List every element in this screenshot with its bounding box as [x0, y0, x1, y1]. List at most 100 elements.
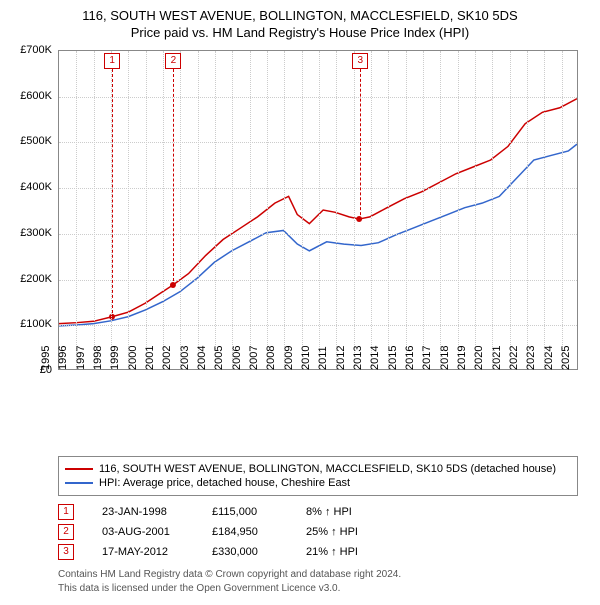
x-tick-label: 2021 — [491, 346, 503, 374]
x-tick-label: 1999 — [109, 346, 121, 374]
x-tick-label: 2014 — [369, 346, 381, 374]
line-series-svg — [59, 51, 577, 369]
sales-date: 23-JAN-1998 — [78, 506, 208, 518]
marker-box: 2 — [165, 53, 181, 69]
gridline-v — [76, 51, 77, 369]
sales-row: 123-JAN-1998£115,0008% ↑ HPI — [58, 504, 578, 520]
x-tick-label: 2016 — [404, 346, 416, 374]
sales-table: 123-JAN-1998£115,0008% ↑ HPI203-AUG-2001… — [58, 504, 578, 560]
sales-marker: 1 — [58, 504, 74, 520]
gridline-v — [267, 51, 268, 369]
chart-area: 123 £0£100K£200K£300K£400K£500K£600K£700… — [12, 46, 588, 416]
x-tick-label: 2011 — [317, 346, 329, 374]
x-tick-label: 2010 — [300, 346, 312, 374]
gridline-v — [527, 51, 528, 369]
x-tick-label: 1995 — [40, 346, 52, 374]
gridline-v — [198, 51, 199, 369]
gridline-v — [302, 51, 303, 369]
gridline-v — [544, 51, 545, 369]
x-tick-label: 2015 — [387, 346, 399, 374]
sales-marker: 3 — [58, 544, 74, 560]
y-tick-label: £700K — [12, 44, 56, 56]
x-tick-label: 2006 — [231, 346, 243, 374]
footer-line2: This data is licensed under the Open Gov… — [58, 582, 578, 596]
sales-date: 17-MAY-2012 — [78, 546, 208, 558]
y-tick-label: £400K — [12, 181, 56, 193]
marker-line — [360, 69, 361, 220]
gridline-v — [232, 51, 233, 369]
x-tick-label: 2002 — [161, 346, 173, 374]
x-tick-label: 2007 — [248, 346, 260, 374]
sales-delta: 21% ↑ HPI — [306, 546, 406, 558]
marker-box: 3 — [352, 53, 368, 69]
footer: Contains HM Land Registry data © Crown c… — [58, 568, 578, 595]
title-address: 116, SOUTH WEST AVENUE, BOLLINGTON, MACC… — [12, 8, 588, 23]
gridline-v — [354, 51, 355, 369]
sales-price: £115,000 — [212, 506, 302, 518]
x-tick-label: 2001 — [144, 346, 156, 374]
footer-line1: Contains HM Land Registry data © Crown c… — [58, 568, 578, 582]
gridline-h — [59, 142, 577, 143]
gridline-v — [388, 51, 389, 369]
x-tick-label: 2018 — [439, 346, 451, 374]
legend-swatch — [65, 468, 93, 470]
marker-box: 1 — [104, 53, 120, 69]
x-tick-label: 1997 — [75, 346, 87, 374]
y-tick-label: £600K — [12, 90, 56, 102]
x-tick-label: 2005 — [213, 346, 225, 374]
gridline-v — [180, 51, 181, 369]
y-tick-label: £100K — [12, 318, 56, 330]
gridline-v — [423, 51, 424, 369]
y-tick-label: £200K — [12, 273, 56, 285]
legend: 116, SOUTH WEST AVENUE, BOLLINGTON, MACC… — [58, 456, 578, 496]
title-subtitle: Price paid vs. HM Land Registry's House … — [12, 25, 588, 40]
x-tick-label: 2013 — [352, 346, 364, 374]
x-tick-label: 2004 — [196, 346, 208, 374]
sales-marker: 2 — [58, 524, 74, 540]
series-property — [59, 99, 577, 324]
x-tick-label: 2003 — [179, 346, 191, 374]
gridline-v — [128, 51, 129, 369]
x-tick-label: 2009 — [283, 346, 295, 374]
x-tick-label: 1998 — [92, 346, 104, 374]
x-tick-label: 2020 — [473, 346, 485, 374]
x-tick-label: 2019 — [456, 346, 468, 374]
sales-date: 03-AUG-2001 — [78, 526, 208, 538]
legend-swatch — [65, 482, 93, 484]
gridline-v — [319, 51, 320, 369]
gridline-v — [250, 51, 251, 369]
gridline-v — [215, 51, 216, 369]
sales-price: £184,950 — [212, 526, 302, 538]
gridline-v — [492, 51, 493, 369]
plot-area: 1 2 3 — [58, 50, 578, 370]
gridline-h — [59, 188, 577, 189]
sales-delta: 25% ↑ HPI — [306, 526, 406, 538]
gridline-v — [371, 51, 372, 369]
x-tick-label: 2000 — [127, 346, 139, 374]
gridline-v — [146, 51, 147, 369]
marker-line — [173, 69, 174, 286]
x-tick-label: 2017 — [421, 346, 433, 374]
gridline-v — [336, 51, 337, 369]
gridline-h — [59, 234, 577, 235]
gridline-v — [475, 51, 476, 369]
sales-row: 317-MAY-2012£330,00021% ↑ HPI — [58, 544, 578, 560]
x-tick-label: 1996 — [57, 346, 69, 374]
legend-row: HPI: Average price, detached house, Ches… — [65, 477, 571, 489]
x-tick-label: 2012 — [335, 346, 347, 374]
x-tick-label: 2024 — [543, 346, 555, 374]
gridline-v — [440, 51, 441, 369]
marker-line — [112, 69, 113, 318]
legend-row: 116, SOUTH WEST AVENUE, BOLLINGTON, MACC… — [65, 463, 571, 475]
sales-row: 2 03-AUG-2001 £184,950 25% ↑ HPI — [58, 524, 578, 540]
gridline-v — [458, 51, 459, 369]
title-block: 116, SOUTH WEST AVENUE, BOLLINGTON, MACC… — [12, 8, 588, 40]
x-tick-label: 2008 — [265, 346, 277, 374]
x-tick-label: 2023 — [525, 346, 537, 374]
gridline-h — [59, 325, 577, 326]
series-hpi — [59, 144, 577, 326]
gridline-h — [59, 97, 577, 98]
y-tick-label: £500K — [12, 135, 56, 147]
legend-label: HPI: Average price, detached house, Ches… — [99, 477, 350, 489]
gridline-v — [163, 51, 164, 369]
